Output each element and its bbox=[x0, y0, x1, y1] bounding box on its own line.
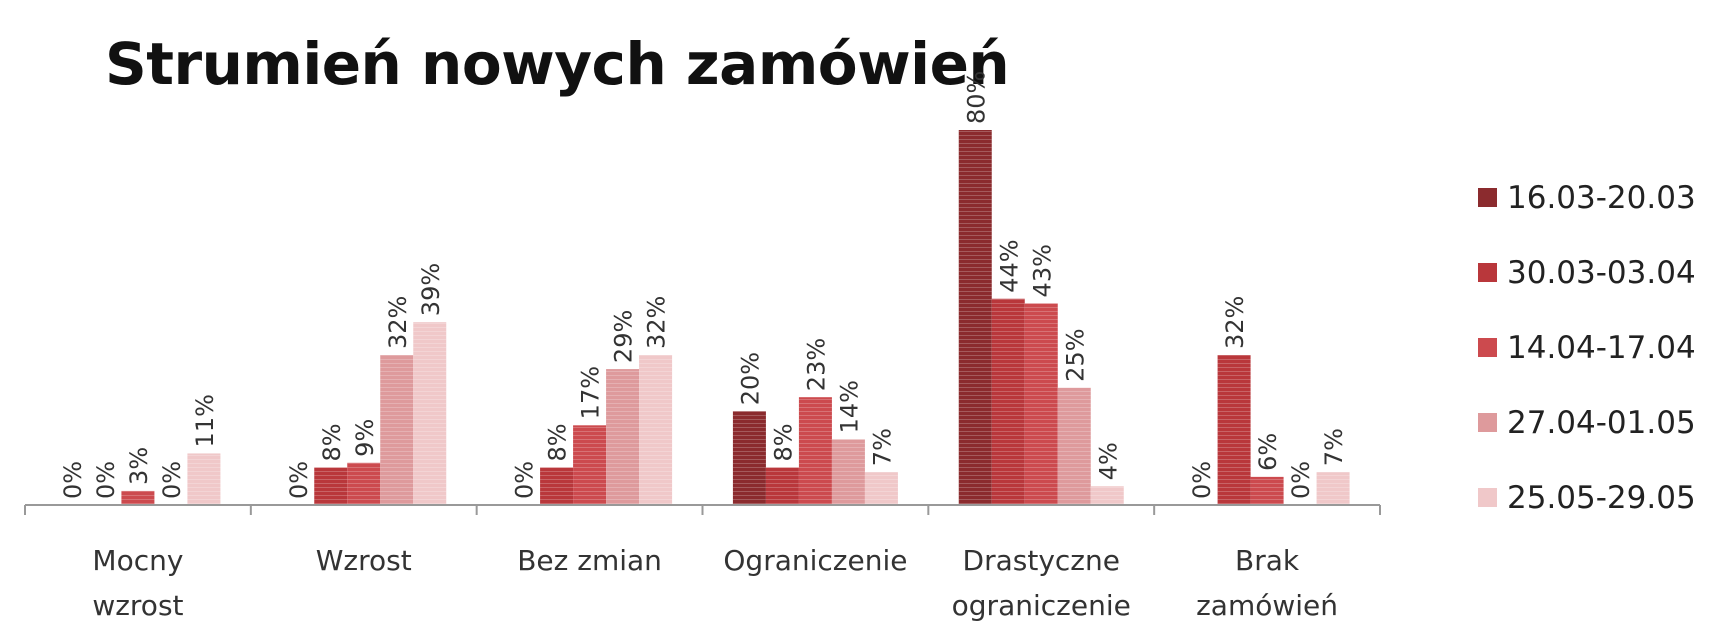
data-label: 43% bbox=[1028, 244, 1056, 297]
legend-item: 14.04-17.04 bbox=[1478, 310, 1696, 385]
data-label: 14% bbox=[835, 380, 863, 433]
data-label: 44% bbox=[995, 239, 1023, 292]
bar-texture bbox=[1024, 303, 1058, 505]
category-label: wzrost bbox=[92, 589, 183, 622]
bar-texture bbox=[413, 322, 447, 505]
legend-label: 30.03-03.04 bbox=[1507, 254, 1696, 291]
category-label: Bez zmian bbox=[517, 544, 662, 577]
bar-texture bbox=[1090, 486, 1124, 505]
data-label: 0% bbox=[158, 461, 186, 499]
bar-texture bbox=[380, 355, 414, 505]
bar-texture bbox=[798, 397, 832, 505]
data-label: 3% bbox=[125, 447, 153, 485]
bar-texture bbox=[1250, 476, 1284, 505]
bar-texture bbox=[1316, 472, 1350, 505]
category-label: Mocny bbox=[92, 544, 183, 577]
bar-texture bbox=[639, 355, 673, 505]
bar-texture bbox=[864, 472, 898, 505]
data-label: 23% bbox=[802, 338, 830, 391]
data-label: 32% bbox=[384, 296, 412, 349]
bar-texture bbox=[765, 467, 799, 505]
data-label: 9% bbox=[351, 419, 379, 457]
bars-layer bbox=[121, 130, 1350, 505]
bar-texture bbox=[314, 467, 348, 505]
bar-texture bbox=[121, 490, 155, 505]
data-label: 29% bbox=[610, 310, 638, 363]
data-label: 80% bbox=[962, 71, 990, 124]
bar-texture bbox=[1057, 387, 1091, 505]
data-label: 20% bbox=[736, 352, 764, 405]
legend-swatch bbox=[1478, 338, 1497, 357]
data-label: 32% bbox=[643, 296, 671, 349]
bar-texture bbox=[347, 462, 381, 505]
bar-texture bbox=[573, 425, 607, 505]
legend-item: 27.04-01.05 bbox=[1478, 385, 1696, 460]
data-label: 25% bbox=[1061, 328, 1089, 381]
legend-swatch bbox=[1478, 263, 1497, 282]
legend-item: 25.05-29.05 bbox=[1478, 460, 1696, 535]
bar-texture bbox=[958, 130, 992, 505]
legend-label: 27.04-01.05 bbox=[1507, 404, 1696, 441]
legend-item: 30.03-03.04 bbox=[1478, 235, 1696, 310]
category-label: Wzrost bbox=[316, 544, 412, 577]
legend-swatch bbox=[1478, 488, 1497, 507]
category-label: Ograniczenie bbox=[723, 544, 907, 577]
data-label: 8% bbox=[544, 423, 572, 461]
data-label: 8% bbox=[318, 423, 346, 461]
legend-label: 25.05-29.05 bbox=[1507, 479, 1696, 516]
data-label: 17% bbox=[577, 366, 605, 419]
legend-swatch bbox=[1478, 413, 1497, 432]
data-label: 0% bbox=[511, 461, 539, 499]
bar-texture bbox=[606, 369, 640, 505]
bar-texture bbox=[732, 411, 766, 505]
data-label: 7% bbox=[868, 428, 896, 466]
data-labels-layer: 0% 0% 0%20%80%0%0%8% 8% 8%44%32%3%9%17%23%43… bbox=[59, 71, 1348, 499]
category-label: zamówień bbox=[1196, 589, 1338, 622]
legend: 16.03-20.03 30.03-03.04 14.04-17.04 27.04-0… bbox=[1478, 160, 1696, 535]
data-label: 8% bbox=[769, 423, 797, 461]
data-label: 0% bbox=[59, 461, 87, 499]
legend-label: 16.03-20.03 bbox=[1507, 179, 1696, 216]
category-labels: Mocny wzrost Wzrost Bez zmian Ograniczenie Dr… bbox=[92, 544, 1338, 622]
bar-texture bbox=[1217, 355, 1251, 505]
legend-label: 14.04-17.04 bbox=[1507, 329, 1696, 366]
data-label: 0% bbox=[92, 461, 120, 499]
data-label: 6% bbox=[1254, 433, 1282, 471]
legend-item: 16.03-20.03 bbox=[1478, 160, 1696, 235]
data-label: 0% bbox=[285, 461, 313, 499]
data-label: 11% bbox=[191, 394, 219, 447]
bar-texture bbox=[991, 298, 1025, 505]
bar-texture bbox=[831, 439, 865, 505]
category-label: Drastyczne bbox=[963, 544, 1120, 577]
data-label: 32% bbox=[1221, 296, 1249, 349]
data-label: 39% bbox=[417, 263, 445, 316]
data-label: 7% bbox=[1320, 428, 1348, 466]
chart-title: Strumień nowych zamówień bbox=[105, 30, 1010, 98]
legend-swatch bbox=[1478, 188, 1497, 207]
category-label: Brak bbox=[1235, 544, 1300, 577]
data-label: 4% bbox=[1094, 442, 1122, 480]
x-axis bbox=[24, 504, 1381, 515]
bar-texture bbox=[540, 467, 574, 505]
category-label: ograniczenie bbox=[952, 589, 1131, 622]
data-label: 0% bbox=[1188, 461, 1216, 499]
data-label: 0% bbox=[1287, 461, 1315, 499]
bar-texture bbox=[187, 453, 221, 505]
